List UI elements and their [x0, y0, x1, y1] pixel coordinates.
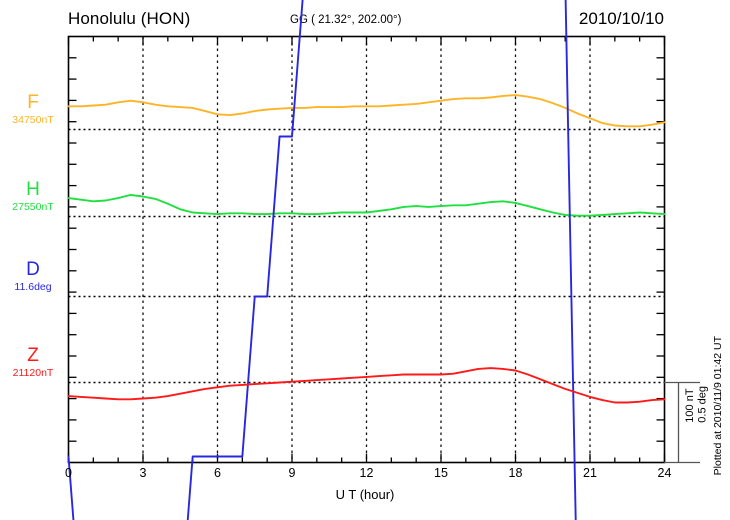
scale-bar-line2: 0.5 deg — [696, 386, 709, 423]
plot-frame — [67, 35, 666, 464]
x-tick-label-9: 9 — [288, 466, 296, 480]
component-baselines — [68, 128, 665, 384]
component-key-f: F 34750nT — [2, 93, 64, 126]
data-traces — [67, 0, 666, 520]
component-key-h: H 27550nT — [2, 180, 64, 213]
station-title: Honolulu (HON) — [68, 9, 191, 28]
scale-bar-label: 100 nT 0.5 deg — [684, 386, 709, 423]
component-letter: Z — [27, 345, 39, 366]
x-tick-label-0: 0 — [65, 466, 72, 480]
plotted-timestamp: Plotted at 2010/11/9 01:42 UT — [712, 336, 724, 476]
x-axis-ticks — [67, 36, 666, 463]
component-baseline-value: 34750nT — [12, 114, 54, 126]
x-tick-label-24: 24 — [657, 466, 672, 480]
x-axis-title: U T (hour) — [335, 487, 395, 502]
observation-date: 2010/10/10 — [578, 9, 664, 28]
x-tick-label-6: 6 — [214, 466, 221, 480]
scale-bar-line1: 100 nT — [684, 388, 696, 423]
x-tick-label-21: 21 — [583, 466, 597, 480]
x-tick-label-18: 18 — [508, 466, 523, 480]
component-letter: D — [26, 259, 40, 280]
component-key-z: Z 21120nT — [2, 346, 64, 379]
component-baseline-value: 11.6deg — [14, 281, 52, 293]
geographic-coordinates: GG ( 21.32°, 202.00°) — [290, 14, 402, 26]
component-letter: F — [27, 92, 39, 113]
x-tick-label-15: 15 — [434, 466, 448, 480]
component-baseline-value: 21120nT — [12, 367, 54, 379]
component-key-d: D 11.6deg — [2, 260, 64, 293]
x-tick-label-12: 12 — [359, 466, 374, 480]
component-baseline-value: 27550nT — [12, 201, 54, 213]
x-tick-label-3: 3 — [139, 466, 147, 480]
scale-bar — [664, 381, 700, 464]
y-axis-ticks — [68, 57, 665, 442]
vertical-gridlines — [142, 36, 591, 463]
component-letter: H — [26, 179, 40, 200]
